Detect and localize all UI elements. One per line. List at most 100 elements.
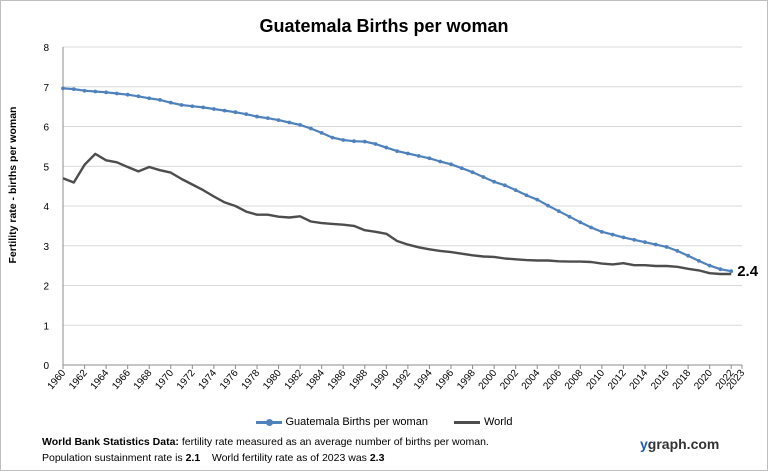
data-point-guatemala-2013 xyxy=(632,237,637,242)
data-point-guatemala-2022 xyxy=(729,269,734,274)
footnote-line-2: Population sustainment rate is 2.1 World… xyxy=(42,450,489,466)
x-tick-label-1988: 1988 xyxy=(347,368,370,392)
legend-item-guatemala: Guatemala Births per woman xyxy=(255,416,428,428)
series-line-world xyxy=(62,152,732,276)
x-tick-label-2006: 2006 xyxy=(541,368,564,392)
x-tick-label-2002: 2002 xyxy=(498,368,521,392)
y-tick-label-3: 3 xyxy=(43,242,49,253)
data-point-guatemala-1970 xyxy=(168,100,173,105)
x-tick-label-2016: 2016 xyxy=(649,368,672,392)
data-point-guatemala-1979 xyxy=(265,116,270,121)
data-point-guatemala-1980 xyxy=(276,118,281,123)
data-point-guatemala-1982 xyxy=(298,123,303,127)
data-point-guatemala-2002 xyxy=(513,188,518,193)
x-tick-label-1972: 1972 xyxy=(175,368,198,392)
x-tick-label-1980: 1980 xyxy=(261,368,284,392)
x-tick-label-1986: 1986 xyxy=(326,368,349,392)
data-point-guatemala-1997 xyxy=(459,166,464,171)
data-point-guatemala-1987 xyxy=(352,139,356,144)
x-tick-label-1974: 1974 xyxy=(196,368,219,392)
data-point-guatemala-1976 xyxy=(233,110,238,115)
y-tick-label-2: 2 xyxy=(43,282,49,293)
x-tick-label-1968: 1968 xyxy=(132,368,155,392)
x-tick-label-2018: 2018 xyxy=(671,368,694,392)
chart-title: Guatemala Births per woman xyxy=(259,16,509,36)
data-point-guatemala-2012 xyxy=(621,235,626,240)
y-tick-label-0: 0 xyxy=(43,361,49,372)
x-tick-label-1996: 1996 xyxy=(434,368,457,392)
y-tick-label-8: 8 xyxy=(43,43,49,54)
data-point-guatemala-1985 xyxy=(330,135,335,140)
footnote-line-1: World Bank Statistics Data: fertility ra… xyxy=(42,434,489,450)
series-line-guatemala xyxy=(62,87,732,273)
data-point-guatemala-1972 xyxy=(190,104,195,109)
legend-label-world: World xyxy=(483,416,513,428)
x-tick-label-1992: 1992 xyxy=(390,368,413,392)
data-point-guatemala-1988 xyxy=(362,139,367,144)
footnote-sustain-text: Population sustainment rate is xyxy=(42,452,186,464)
data-point-guatemala-1981 xyxy=(287,120,292,125)
x-tick-label-2008: 2008 xyxy=(563,368,586,392)
data-point-guatemala-1989 xyxy=(373,142,378,146)
x-tick-label-1970: 1970 xyxy=(153,368,176,392)
brand-rest: graph.com xyxy=(647,436,720,452)
legend: Guatemala Births per woman World xyxy=(0,416,768,428)
x-tick-label-1978: 1978 xyxy=(240,368,263,392)
footnote-source-text: fertility rate measured as an average nu… xyxy=(178,436,489,448)
legend-swatch-guatemala xyxy=(255,418,282,426)
data-point-guatemala-1994 xyxy=(427,156,432,161)
x-tick-label-1960: 1960 xyxy=(46,368,69,392)
x-tick-label-1966: 1966 xyxy=(110,368,133,392)
data-point-guatemala-2014 xyxy=(643,240,647,245)
data-point-guatemala-1969 xyxy=(158,97,162,102)
x-tick-label-2020: 2020 xyxy=(692,368,715,392)
data-point-guatemala-1961 xyxy=(71,87,76,92)
data-point-guatemala-1984 xyxy=(319,130,324,135)
brand-logo[interactable]: ygraph.com xyxy=(640,436,719,452)
legend-item-world: World xyxy=(453,416,513,428)
y-tick-label-4: 4 xyxy=(43,202,49,213)
data-point-guatemala-1975 xyxy=(222,108,227,113)
x-tick-label-2012: 2012 xyxy=(606,368,629,392)
data-point-guatemala-1977 xyxy=(244,112,249,117)
x-tick-label-1984: 1984 xyxy=(304,368,327,392)
data-point-guatemala-2018 xyxy=(686,253,691,258)
x-tick-label-1994: 1994 xyxy=(412,368,435,392)
x-tick-label-1982: 1982 xyxy=(283,368,306,392)
brand-y: y xyxy=(640,436,648,452)
data-point-guatemala-2010 xyxy=(599,229,604,234)
data-point-guatemala-2016 xyxy=(664,245,669,249)
data-point-guatemala-1983 xyxy=(308,126,313,131)
data-point-guatemala-2007 xyxy=(567,214,572,219)
x-tick-label-1998: 1998 xyxy=(455,368,478,392)
data-point-guatemala-1990 xyxy=(384,145,389,150)
x-tick-label-1962: 1962 xyxy=(67,368,90,392)
data-point-guatemala-1962 xyxy=(82,88,87,93)
data-point-guatemala-1999 xyxy=(481,175,486,179)
data-point-guatemala-2009 xyxy=(589,225,594,230)
data-point-guatemala-1974 xyxy=(211,107,216,111)
data-point-guatemala-2001 xyxy=(502,183,507,188)
data-point-guatemala-1960 xyxy=(61,86,65,91)
y-tick-label-7: 7 xyxy=(43,83,49,94)
x-tick-label-1976: 1976 xyxy=(218,368,241,392)
end-value-annotation: 2.4 xyxy=(737,263,759,280)
data-point-guatemala-1965 xyxy=(114,91,119,96)
data-point-guatemala-1966 xyxy=(125,92,130,97)
data-point-guatemala-1963 xyxy=(93,89,98,94)
data-point-guatemala-2005 xyxy=(546,203,550,208)
data-point-guatemala-1998 xyxy=(470,170,475,175)
x-tick-label-2000: 2000 xyxy=(477,368,500,392)
legend-label-guatemala: Guatemala Births per woman xyxy=(285,416,428,428)
data-point-guatemala-1996 xyxy=(449,162,453,167)
data-point-guatemala-1968 xyxy=(147,96,152,101)
footnote-source-label: World Bank Statistics Data: xyxy=(42,436,179,448)
footnote-world-text: World fertility rate as of 2023 was xyxy=(200,452,370,464)
data-point-guatemala-2020 xyxy=(707,263,712,268)
data-point-guatemala-2015 xyxy=(653,242,658,247)
data-point-guatemala-2019 xyxy=(696,258,701,263)
data-point-guatemala-2003 xyxy=(524,193,529,198)
x-tick-label-2010: 2010 xyxy=(584,368,607,392)
data-point-guatemala-2017 xyxy=(675,249,680,253)
